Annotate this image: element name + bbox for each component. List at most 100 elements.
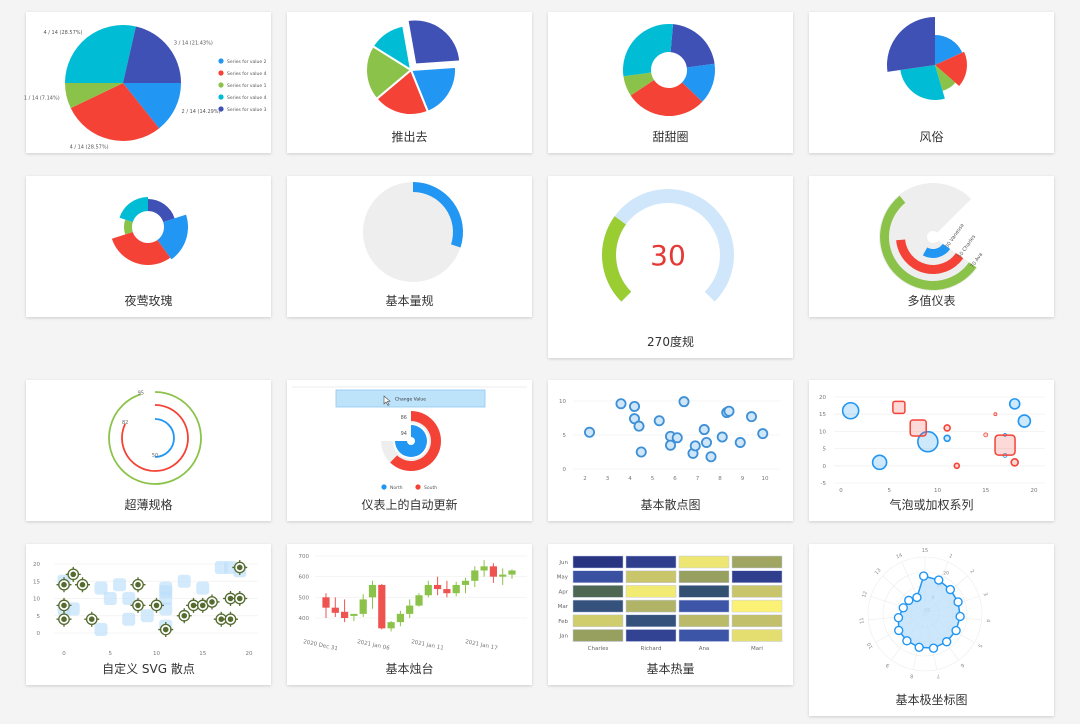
- scatter-point: [745, 411, 757, 423]
- card-title: 仪表上的自动更新: [361, 498, 458, 512]
- angle-label: 15: [922, 548, 928, 554]
- scatter-point: [665, 439, 677, 451]
- target-dot: [88, 616, 95, 622]
- chart-card-270-gauge[interactable]: 30 270度规: [548, 176, 793, 358]
- pie-slice: [406, 18, 462, 66]
- gauge-series-label: 70 Ava: [970, 252, 985, 269]
- target-marker: [56, 611, 72, 627]
- data-label: 4 / 14 (28.57%): [44, 30, 83, 36]
- legend-marker: [218, 94, 224, 100]
- angle-label: 2: [969, 569, 976, 575]
- polar-point: [912, 592, 922, 603]
- scatter-point: [705, 451, 717, 463]
- scatter-point: [671, 432, 683, 444]
- angle-label: 5: [976, 643, 983, 649]
- target-dot: [153, 602, 160, 609]
- target-marker: [84, 611, 100, 627]
- angle-label: 7: [936, 672, 940, 679]
- chart-card-pie[interactable]: 2 / 14 (14.29%) 4 / 14 (28.57%) 1 / 14 (7.…: [24, 12, 271, 153]
- y-tick-label: 15: [819, 412, 826, 418]
- target-dot: [135, 602, 141, 609]
- candle-body: [415, 595, 423, 606]
- polar-point: [902, 636, 912, 646]
- pie-slice: [148, 199, 175, 223]
- pie-slice: [935, 51, 968, 86]
- polar-point: [955, 611, 965, 622]
- pie-slice: [670, 24, 715, 68]
- heatmap-cell: [678, 555, 730, 569]
- pie-slice: [123, 83, 181, 129]
- x-tick-label: 4: [628, 476, 632, 482]
- pie-slice: [630, 79, 703, 117]
- scatter-point: [629, 400, 641, 412]
- square-marker: [196, 581, 210, 595]
- bubble-circle: [841, 401, 860, 420]
- heatmap-cell: [731, 570, 783, 583]
- heatmap-cell: [678, 599, 730, 613]
- chart-card-candlestick[interactable]: 700 600 500 400 2020 Dec 31 2021 Jan 06 2021 J…: [287, 544, 532, 685]
- scatter-point: [716, 431, 728, 443]
- candle-body: [359, 599, 367, 614]
- candle-body: [443, 589, 451, 594]
- chart-card-exploded-pie[interactable]: 推出去: [287, 12, 532, 153]
- angle-label: 4: [985, 619, 991, 623]
- x-tick-label: 20: [246, 651, 253, 657]
- data-label: 3 / 14 (21.43%): [174, 40, 213, 46]
- pie-slice: [371, 24, 413, 73]
- x-tick-label: 10: [934, 488, 941, 494]
- chart-card-bubble[interactable]: 20 15 10 5 0 -5 0 5 10 15 20 气泡或加权系列: [809, 380, 1054, 521]
- target-dot: [61, 616, 67, 622]
- target-marker: [130, 597, 146, 613]
- polar-point: [914, 642, 924, 652]
- chart-card-heatmap[interactable]: Jun May Apr Mar Feb Jan Charles Richard Ana Mari 基…: [548, 544, 793, 685]
- polar-point: [898, 603, 908, 613]
- chart-card-thin-gauge[interactable]: 95 82 50 超薄规格: [26, 380, 271, 521]
- gauge-end-label: 50: [152, 453, 158, 459]
- angle-label: 6: [959, 662, 965, 669]
- legend-label: North: [390, 485, 403, 491]
- scatter-point: [689, 440, 701, 452]
- row-label: Apr: [558, 589, 568, 595]
- card-title: 自定义 SVG 散点: [102, 662, 195, 676]
- polar-point: [951, 625, 961, 636]
- chart-card-basic-gauge[interactable]: 基本量规: [287, 176, 532, 317]
- angle-label: 12: [861, 591, 869, 599]
- scatter-point: [757, 428, 769, 440]
- target-marker: [232, 591, 248, 606]
- x-tick-label: 5: [651, 476, 655, 482]
- chart-card-scatter[interactable]: 10 5 0 2 3 4 5 6 7 8 9 10 基本散点图: [548, 380, 793, 521]
- custom-svg-scatter-chart: 20 15 10 5 0 0 5 10 15 20: [33, 559, 258, 657]
- chart-card-custom-scatter[interactable]: 20 15 10 5 0 0 5 10 15 20 自定义 SVG 散点: [26, 544, 271, 685]
- heatmap-cell: [572, 585, 624, 598]
- chart-card-rose[interactable]: 夜莺玫瑰: [26, 176, 271, 317]
- change-value-button[interactable]: [335, 389, 486, 408]
- heatmap-cell: [625, 585, 677, 598]
- heatmap-cell: [625, 614, 677, 628]
- target-marker: [213, 611, 229, 627]
- ultra-thin-gauge: 95 82 50: [108, 390, 202, 485]
- chart-card-custom-pie[interactable]: 风俗: [809, 12, 1054, 153]
- y-tick-label: 500: [299, 595, 310, 601]
- pie-slice: [682, 63, 716, 102]
- bubble-circle: [993, 412, 998, 417]
- gauge-track: [363, 182, 463, 282]
- gauge-value-arc: [601, 216, 632, 302]
- y-tick-label: 600: [299, 575, 310, 581]
- bubble-square: [994, 434, 1016, 456]
- target-marker: [65, 566, 81, 582]
- candle-body: [387, 622, 395, 629]
- exploded-pie-chart: [365, 18, 462, 116]
- x-tick-label: 8: [718, 476, 722, 482]
- pie-slice: [123, 26, 181, 83]
- pie-slice: [123, 219, 133, 235]
- chart-card-multi-gauge[interactable]: 70 Ava 50 Charles 30 Vanessa 多值仪表: [809, 176, 1054, 317]
- heatmap-cell: [572, 570, 624, 583]
- angle-label: 10: [866, 641, 874, 650]
- candle-body: [461, 580, 470, 585]
- column-label: Ana: [699, 646, 710, 652]
- chart-card-auto-update-gauge[interactable]: Change Value 86 94 North South 仪表上的自动更新: [287, 380, 532, 521]
- heatmap-cell: [678, 585, 730, 598]
- y-tick-label: 5: [563, 433, 567, 439]
- chart-card-donut[interactable]: 甜甜圈: [548, 12, 793, 153]
